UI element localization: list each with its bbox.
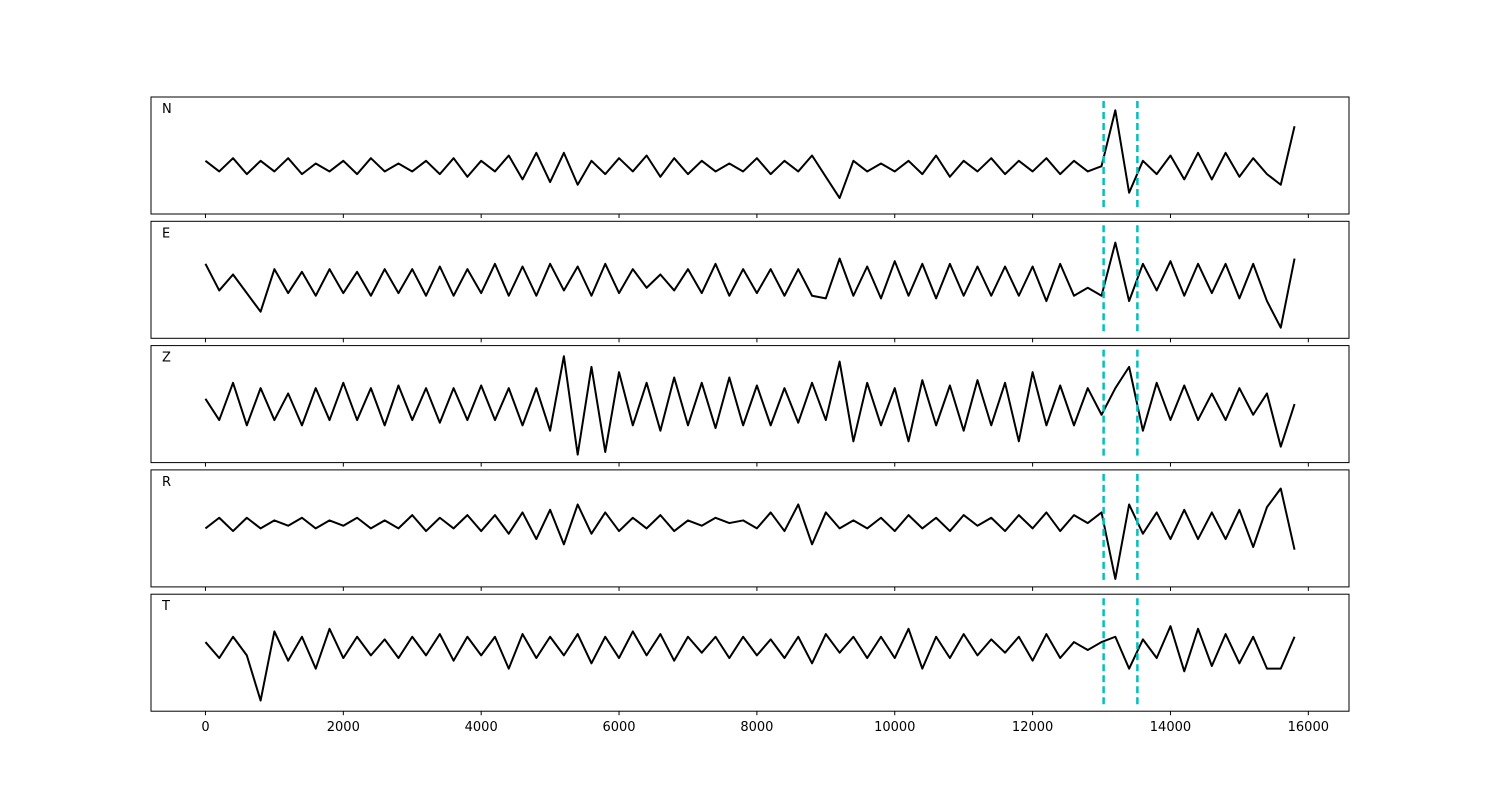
waveform [204,241,1296,329]
panel-label: N [162,102,172,117]
panel-frame [150,220,1350,339]
x-tick-label: 12000 [1012,720,1053,735]
x-tick-label: 8000 [740,720,773,735]
waveform [204,487,1296,580]
panel-label: E [162,226,170,241]
waveform [204,355,1296,456]
waveform [204,109,1296,200]
x-tick-label: 6000 [602,720,635,735]
x-tick-label: 14000 [1150,720,1191,735]
x-tick-label: 10000 [874,720,915,735]
panel-label: Z [162,351,171,366]
panel-frame [150,469,1350,588]
panel-frame [150,593,1350,712]
x-tick-label: 16000 [1288,720,1329,735]
panel-label: R [162,475,171,490]
x-tick-label: 4000 [465,720,498,735]
x-tick-label: 2000 [327,720,360,735]
panel-label: T [161,599,170,614]
waveform [204,625,1296,702]
panel-frame [150,345,1350,464]
panel-frame [150,96,1350,215]
x-tick-label: 0 [201,720,209,735]
